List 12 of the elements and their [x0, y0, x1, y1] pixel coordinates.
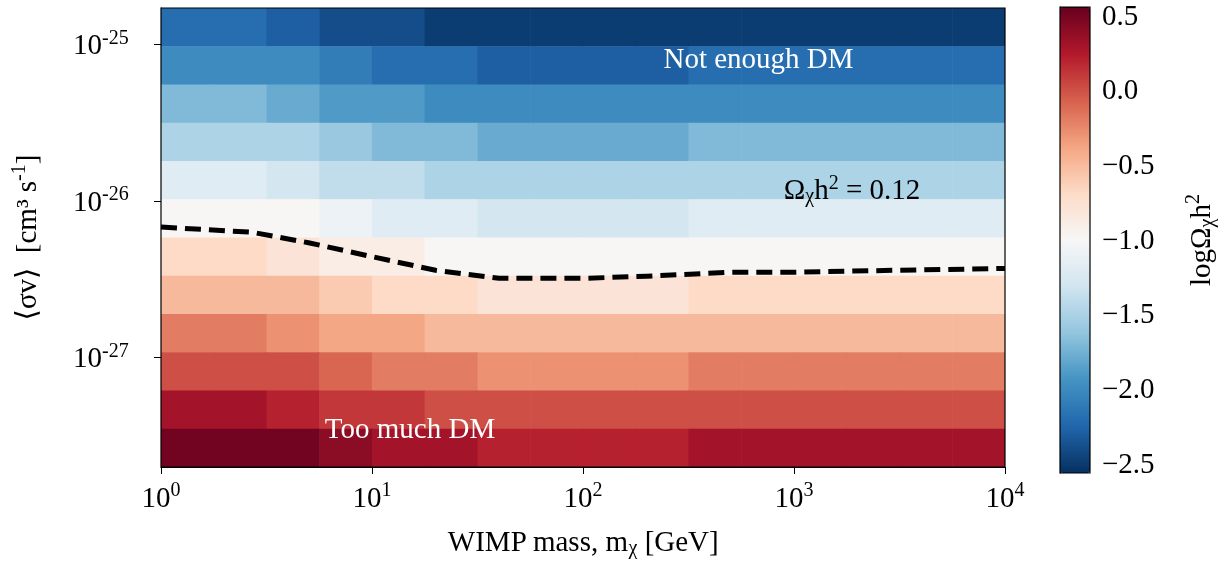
- color-bar-label: −2.0: [1102, 371, 1155, 404]
- color-bar-label: −2.5: [1102, 446, 1155, 479]
- color-bar-label: 0.5: [1102, 0, 1139, 31]
- annotation: Not enough DM: [663, 42, 854, 75]
- annotation: Too much DM: [324, 411, 496, 444]
- color-bar-label: −0.5: [1102, 147, 1155, 180]
- y-axis-title: ⟨σv⟩ [cm³ s-1]: [7, 154, 42, 321]
- color-bar-label: −1.0: [1102, 222, 1155, 255]
- color-bar-label: 0.0: [1102, 73, 1139, 106]
- color-bar-label: −1.5: [1102, 297, 1155, 330]
- x-axis-title: WIMP mass, mχ [GeV]: [447, 525, 719, 559]
- color-bar-title: logΩχh2: [1181, 194, 1218, 287]
